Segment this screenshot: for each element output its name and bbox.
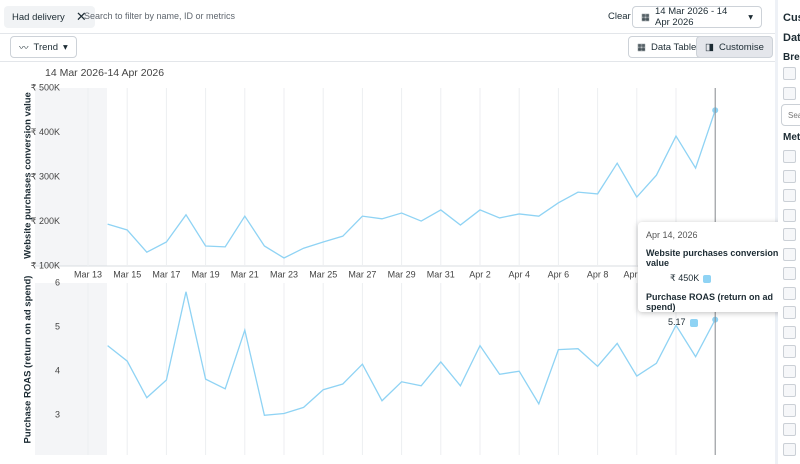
data-table-button[interactable]: ▦ Data Table <box>628 36 706 58</box>
button-label: Data Table <box>650 41 697 53</box>
y-tick-label: ₹ 300K <box>31 171 60 181</box>
shaded-band <box>35 283 107 455</box>
caret: ▾ <box>62 41 68 53</box>
checkbox[interactable] <box>783 423 796 436</box>
view-label: Trend <box>33 41 58 53</box>
y-tick-label: 3 <box>55 410 60 420</box>
tooltip-value-row: 5.17 <box>668 317 787 327</box>
button-label: Customise <box>718 41 764 53</box>
tooltip-metric: Purchase ROAS (return on ad spend) <box>646 292 774 312</box>
clear-button[interactable]: Clear <box>608 11 631 22</box>
filter-bar: Had delivery ✕ Search to filter by name,… <box>0 0 775 34</box>
date-picker[interactable]: ▦ 14 Mar 2026 - 14 Apr 2026 ▾ <box>632 6 762 28</box>
chip-close[interactable]: ✕ <box>75 9 87 24</box>
checkbox[interactable] <box>783 345 796 358</box>
x-tick-label: Mar 29 <box>388 269 416 279</box>
search-input[interactable]: Search to filter by name, ID or metrics <box>84 11 236 21</box>
swatch <box>703 274 712 283</box>
y-axis-title: Website purchases conversion value <box>22 92 34 259</box>
checkbox[interactable] <box>783 208 796 222</box>
y-tick-label: 4 <box>55 366 60 376</box>
tooltip-metric: Website purchases conversion value <box>646 248 779 268</box>
checkbox[interactable] <box>783 364 796 378</box>
x-tick-label: Mar 25 <box>309 269 337 279</box>
checkbox[interactable] <box>783 87 796 100</box>
chart-header: 14 Mar 2026-14 Apr 2026 <box>45 67 165 79</box>
x-tick-label: Mar 23 <box>270 269 298 279</box>
x-tick-label: Apr 10 <box>624 269 651 279</box>
divider <box>0 61 775 62</box>
table-icon: ▦ <box>637 41 646 53</box>
checkbox[interactable] <box>783 267 796 280</box>
x-tick-label: Mar 15 <box>113 269 141 279</box>
tooltip-value: ₹ 450K <box>670 273 700 283</box>
caret: ▾ <box>748 11 753 23</box>
side-search[interactable]: Sea <box>781 104 800 126</box>
series-line <box>107 110 716 259</box>
checkbox[interactable] <box>783 325 796 339</box>
x-tick-label: Mar 31 <box>427 269 455 279</box>
checkbox[interactable] <box>783 403 796 417</box>
x-tick-label: Apr 8 <box>587 269 609 279</box>
calendar-icon: ▦ <box>641 11 650 23</box>
series-line <box>107 291 716 417</box>
tooltip: Apr 14, 2026 Website purchases conversio… <box>638 222 795 327</box>
shaded-band <box>35 88 107 266</box>
x-tick-label: Mar 19 <box>192 269 220 279</box>
x-tick-label: Mar 17 <box>152 269 180 279</box>
trend-icon: 〰 <box>19 43 29 54</box>
side-heading: Data <box>783 32 800 44</box>
checkbox[interactable] <box>783 150 796 163</box>
tooltip-date: Apr 14, 2026 <box>646 230 698 240</box>
x-tick-label: Mar 27 <box>348 269 376 279</box>
checkbox[interactable] <box>783 247 796 261</box>
tooltip-value-row: ₹ 450K <box>670 273 787 284</box>
x-tick-label: Apr 4 <box>508 269 530 279</box>
checkbox[interactable] <box>783 67 796 80</box>
customise-button[interactable]: ◨ Customise <box>696 36 773 58</box>
checkbox[interactable] <box>783 228 796 241</box>
swatch <box>689 318 698 327</box>
checkbox[interactable] <box>783 169 796 183</box>
y-axis-title: Purchase ROAS (return on ad spend) <box>22 275 34 444</box>
side-panel: Cust Data Brea Sea Metr <box>778 0 800 464</box>
y-tick-label: ₹ 400K <box>31 127 60 137</box>
date-range: 14 Mar 2026 - 14 Apr 2026 <box>654 6 728 28</box>
customise-icon: ◨ <box>705 41 714 53</box>
tooltip-value: 5.17 <box>668 317 686 327</box>
side-heading: Metr <box>783 132 800 143</box>
x-tick-label: Apr 2 <box>469 269 491 279</box>
checkbox[interactable] <box>783 384 796 397</box>
checkbox[interactable] <box>783 286 796 300</box>
filter-chip[interactable]: Had delivery ✕ <box>4 6 95 28</box>
chip-label: Had delivery <box>12 11 65 23</box>
checkbox[interactable] <box>783 306 796 319</box>
checkbox[interactable] <box>783 442 796 456</box>
charts: Mar 13 Mar 15 Mar 17 Mar 19 Mar 21 Mar 23 Mar … <box>31 82 775 455</box>
y-tick-label: ₹ 100K <box>31 260 60 270</box>
x-tick-label: Mar 21 <box>231 269 259 279</box>
y-tick-label: ₹ 200K <box>31 216 60 226</box>
view-dropdown[interactable]: 〰 Trend ▾ <box>10 36 77 58</box>
y-tick-label: ₹ 500K <box>31 82 60 92</box>
x-tick-label: Apr 6 <box>548 269 570 279</box>
side-heading: Brea <box>783 52 800 63</box>
y-tick-label: 6 <box>55 277 60 287</box>
x-tick-label: Mar 13 <box>74 269 102 279</box>
side-heading: Cust <box>783 12 800 24</box>
y-tick-label: 5 <box>55 321 60 331</box>
checkbox[interactable] <box>783 189 796 202</box>
